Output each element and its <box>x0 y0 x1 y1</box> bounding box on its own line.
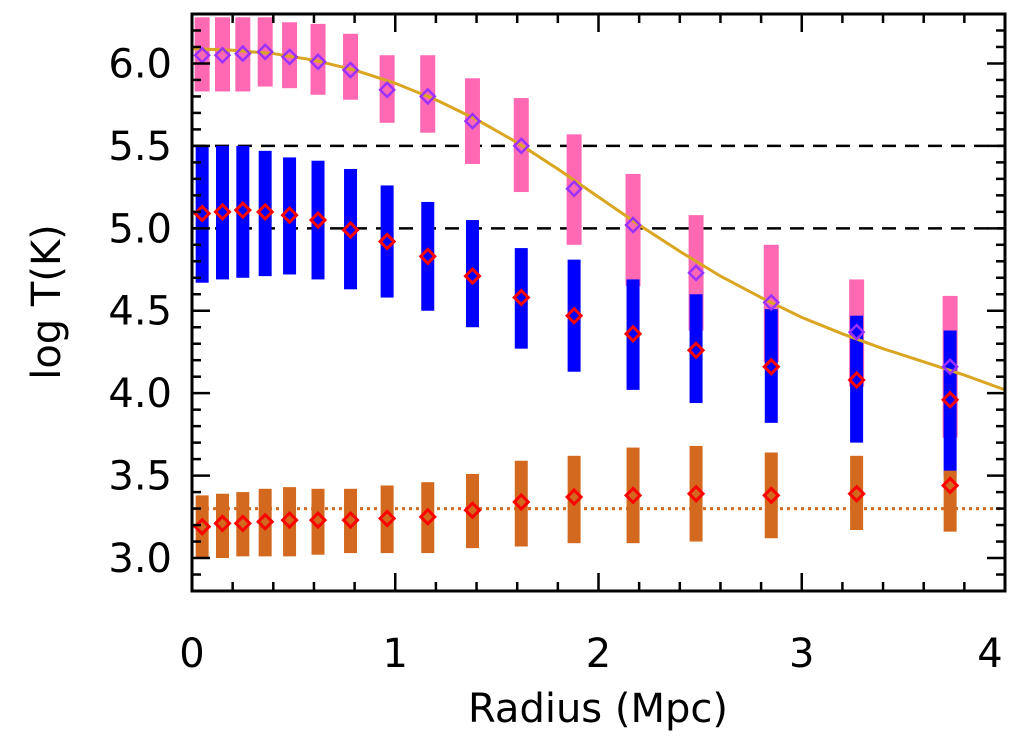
error-bar <box>343 33 359 100</box>
data-marker <box>308 210 328 230</box>
y-axis-label: log T(K) <box>24 224 70 380</box>
error-bar <box>194 17 210 92</box>
data-marker <box>308 510 328 530</box>
error-bar <box>310 23 326 95</box>
axes <box>190 12 1007 593</box>
data-marker <box>341 61 360 79</box>
data-marker <box>762 293 781 312</box>
data-marker <box>623 324 643 343</box>
error-bar <box>379 55 395 123</box>
error-bar <box>566 134 582 245</box>
y-tick-label: 4.5 <box>108 289 172 335</box>
data-marker <box>280 206 299 225</box>
y-tick-label: 5.5 <box>108 124 172 170</box>
data-marker <box>941 390 960 409</box>
data-marker <box>624 216 642 234</box>
data-marker <box>847 484 866 503</box>
x-tick-label: 1 <box>383 631 408 677</box>
data-marker <box>309 53 327 71</box>
data-marker <box>512 137 531 155</box>
data-marker <box>256 202 275 221</box>
data-marker <box>762 486 781 505</box>
data-marker <box>280 510 299 530</box>
data-marker <box>941 358 959 376</box>
x-tick-label: 4 <box>977 631 1002 677</box>
y-tick-label: 4.0 <box>108 371 172 417</box>
data-marker <box>418 507 437 526</box>
x-tick-label: 2 <box>586 631 611 677</box>
data-marker <box>512 492 531 512</box>
data-marker <box>377 232 397 251</box>
y-tick-label: 3.0 <box>108 536 172 582</box>
data-marker <box>463 267 482 286</box>
data-marker <box>847 323 866 341</box>
data-marker <box>233 201 252 220</box>
error-bar <box>214 17 230 92</box>
model-curve <box>191 47 1006 392</box>
data-marker <box>213 46 232 64</box>
data-marker <box>280 48 299 66</box>
error-bar <box>420 55 436 133</box>
data-marker <box>419 87 437 106</box>
data-marker <box>512 288 531 307</box>
y-tick-label: 3.5 <box>108 454 172 500</box>
reference-lines <box>192 144 1005 511</box>
data-marker <box>762 357 781 376</box>
data-marker <box>213 202 232 221</box>
tick-labels: 0 1 2 3 4 3.0 3.5 4.0 4.5 5.0 5.5 6.0 <box>108 41 1002 677</box>
data-marker <box>463 112 482 130</box>
data-marker <box>418 247 437 266</box>
data-marker <box>341 510 360 530</box>
data-marker <box>377 509 397 528</box>
model-curve-line <box>191 47 1006 392</box>
y-tick-label: 5.0 <box>108 206 172 252</box>
data-marker <box>234 44 252 63</box>
data-marker <box>564 306 584 325</box>
data-marker <box>463 501 482 520</box>
data-marker <box>256 512 275 531</box>
data-marker <box>686 484 706 503</box>
y-tick-label: 6.0 <box>108 41 172 87</box>
data-marker <box>687 264 705 282</box>
data-marker <box>564 487 584 507</box>
data-marker <box>213 514 232 533</box>
data-marker <box>623 486 643 505</box>
error-bar <box>464 78 480 165</box>
error-bar <box>625 173 641 287</box>
data-marker <box>341 220 360 240</box>
x-axis-label: Radius (Mpc) <box>468 686 728 732</box>
data-marker <box>233 514 252 533</box>
error-bars <box>194 17 958 559</box>
data-marker <box>565 179 583 198</box>
data-marker <box>256 43 274 61</box>
data-marker <box>941 476 960 495</box>
data-marker <box>847 370 866 390</box>
data-marker <box>686 341 706 360</box>
data-marker <box>378 81 396 99</box>
x-tick-label: 3 <box>789 631 814 677</box>
error-bar <box>235 17 251 92</box>
x-tick-label: 0 <box>179 631 204 677</box>
data-markers <box>193 43 960 536</box>
